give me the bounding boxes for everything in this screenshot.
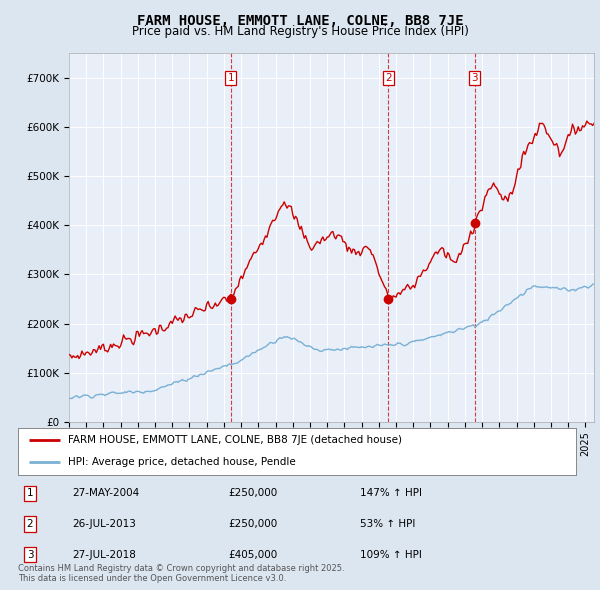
Text: 1: 1 [227,73,234,83]
Text: 3: 3 [26,550,34,559]
Text: 27-MAY-2004: 27-MAY-2004 [72,489,139,498]
Text: 1: 1 [26,489,34,498]
Text: 2: 2 [26,519,34,529]
Text: £250,000: £250,000 [228,489,277,498]
Text: 147% ↑ HPI: 147% ↑ HPI [360,489,422,498]
Text: 53% ↑ HPI: 53% ↑ HPI [360,519,415,529]
Text: £405,000: £405,000 [228,550,277,559]
Text: HPI: Average price, detached house, Pendle: HPI: Average price, detached house, Pend… [68,457,296,467]
Text: Contains HM Land Registry data © Crown copyright and database right 2025.
This d: Contains HM Land Registry data © Crown c… [18,563,344,583]
Text: FARM HOUSE, EMMOTT LANE, COLNE, BB8 7JE: FARM HOUSE, EMMOTT LANE, COLNE, BB8 7JE [137,14,463,28]
Text: FARM HOUSE, EMMOTT LANE, COLNE, BB8 7JE (detached house): FARM HOUSE, EMMOTT LANE, COLNE, BB8 7JE … [68,435,402,445]
Text: 27-JUL-2018: 27-JUL-2018 [72,550,136,559]
Text: 26-JUL-2013: 26-JUL-2013 [72,519,136,529]
Text: Price paid vs. HM Land Registry's House Price Index (HPI): Price paid vs. HM Land Registry's House … [131,25,469,38]
Text: 2: 2 [385,73,392,83]
Text: £250,000: £250,000 [228,519,277,529]
Text: 3: 3 [472,73,478,83]
Text: 109% ↑ HPI: 109% ↑ HPI [360,550,422,559]
